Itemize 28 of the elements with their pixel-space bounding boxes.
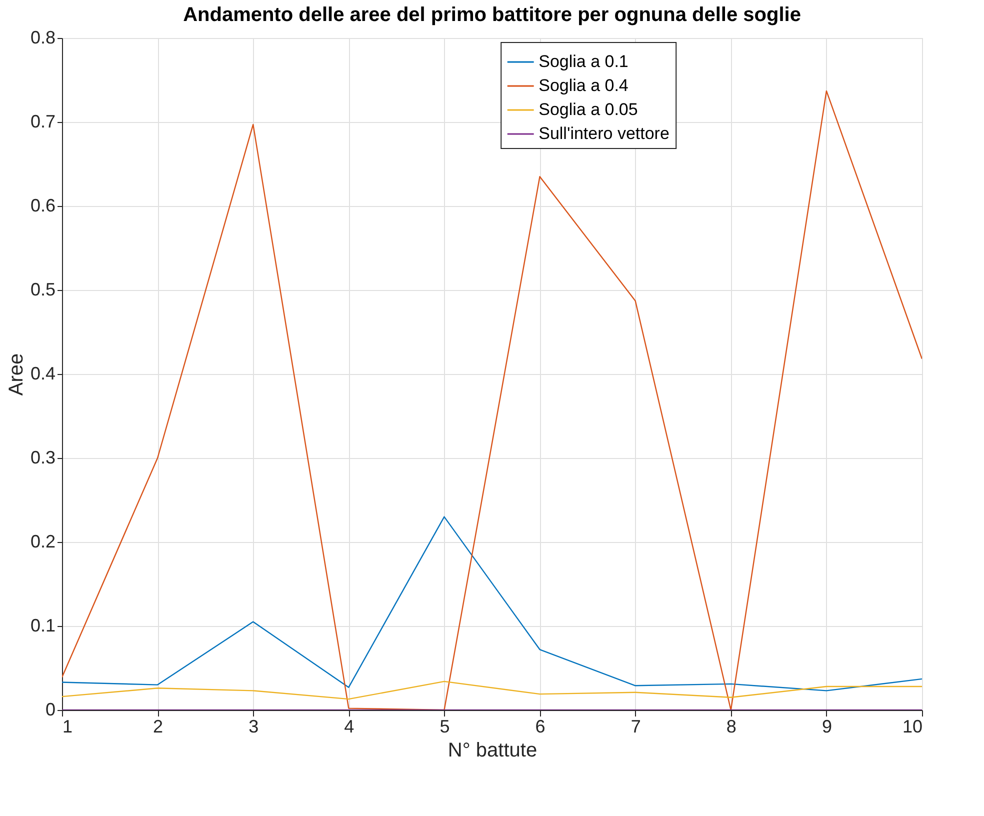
legend-label: Soglia a 0.05	[538, 100, 638, 119]
x-tick-label: 9	[822, 716, 832, 736]
x-axis-title: N° battute	[448, 740, 538, 762]
y-tick-label: 0.7	[30, 112, 56, 132]
line-series	[62, 516, 922, 692]
y-tick-label: 0.6	[30, 196, 56, 216]
x-tick-label: 6	[535, 716, 546, 736]
y-tick-label: 0.3	[30, 448, 56, 468]
x-tick-label: 8	[726, 716, 736, 736]
x-tick-label: 10	[902, 716, 922, 736]
y-tick-label: 0	[45, 700, 56, 720]
legend-label: Soglia a 0.4	[538, 76, 628, 95]
x-tick-label: 7	[630, 716, 641, 736]
x-tick-label: 5	[440, 716, 450, 736]
y-tick-label: 0.5	[30, 280, 56, 300]
y-tick-label: 0.1	[30, 616, 56, 636]
line-series	[62, 680, 922, 700]
y-tick-label: 0.8	[30, 28, 56, 48]
y-tick-label: 0.2	[30, 532, 56, 552]
y-tick-label: 0.4	[30, 364, 56, 384]
y-axis-title: Aree	[5, 353, 28, 396]
x-tick-label: 1	[62, 716, 73, 736]
legend-label: Soglia a 0.1	[538, 52, 628, 71]
legend-label: Sull'intero vettore	[538, 124, 670, 143]
x-tick-label: 2	[153, 716, 164, 736]
chart-title: Andamento delle aree del primo battitore per ognuna delle soglie	[183, 4, 801, 26]
x-tick-label: 4	[344, 716, 354, 736]
x-tick-label: 3	[248, 716, 259, 736]
